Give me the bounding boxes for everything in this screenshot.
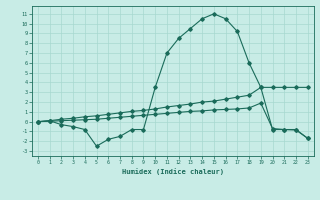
X-axis label: Humidex (Indice chaleur): Humidex (Indice chaleur) [122, 168, 224, 175]
